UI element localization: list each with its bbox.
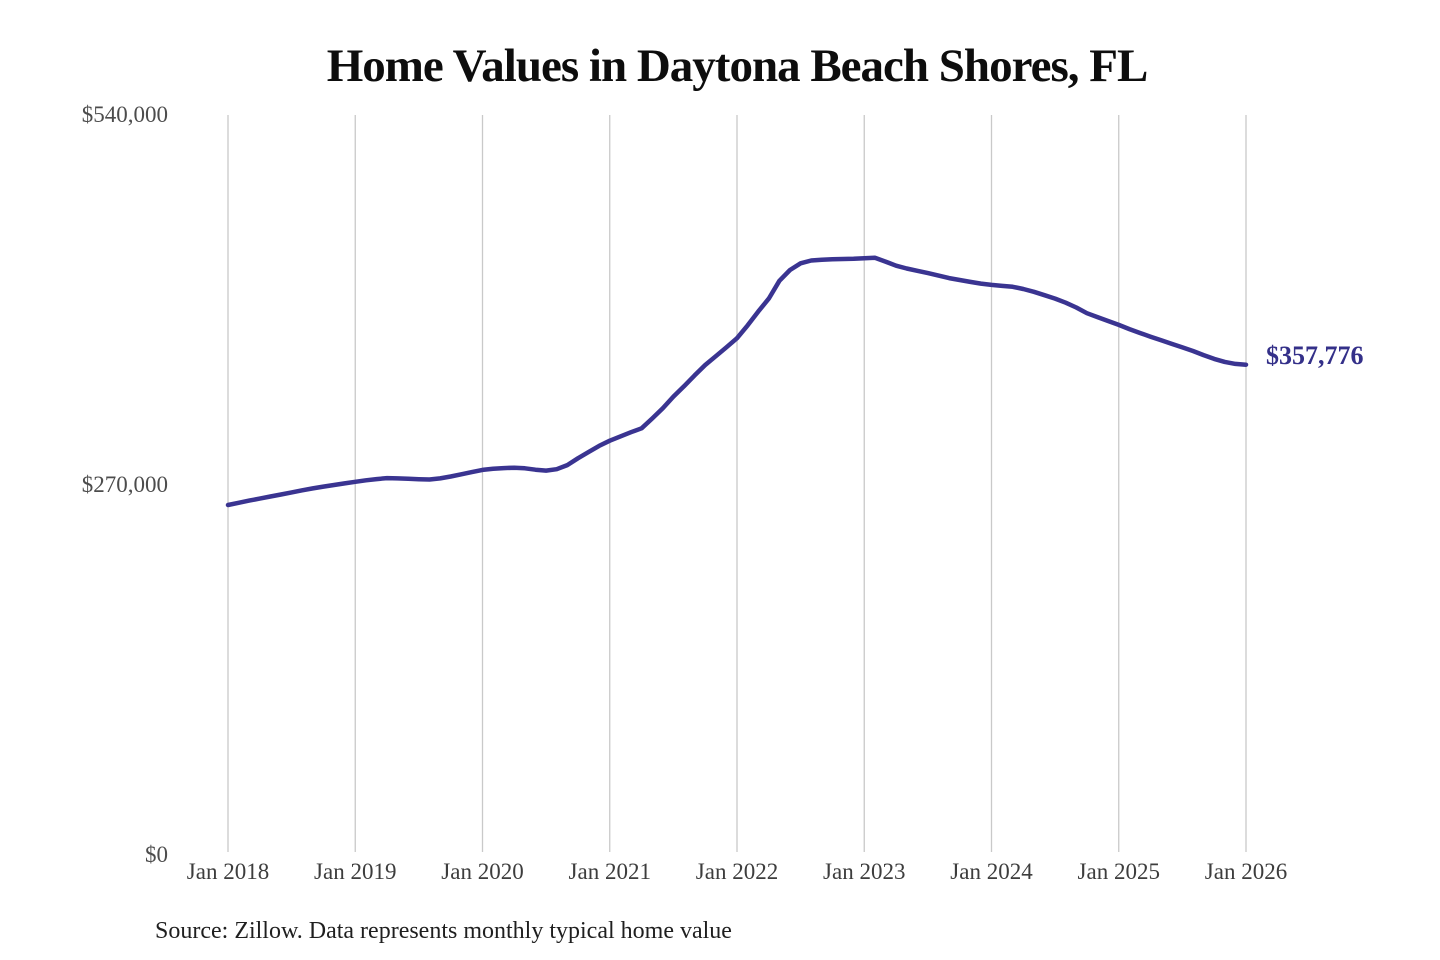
x-tick-label: Jan 2025 — [1077, 859, 1160, 884]
x-tick-label: Jan 2018 — [186, 859, 270, 884]
y-axis-label-0: $0 — [145, 842, 168, 867]
x-tick-label: Jan 2021 — [568, 859, 651, 884]
x-tick-label: Jan 2020 — [441, 859, 524, 884]
x-tick-label: Jan 2022 — [695, 859, 779, 884]
home-value-line — [225, 255, 1249, 508]
source-note: Source: Zillow. Data represents monthly … — [155, 918, 732, 944]
x-tick-label: Jan 2019 — [314, 859, 397, 884]
chart-title: Home Values in Daytona Beach Shores, FL — [326, 40, 1149, 92]
x-tick-label: Jan 2026 — [1204, 859, 1288, 884]
y-axis-label-540000: $540,000 — [81, 102, 168, 127]
x-tick-label: Jan 2024 — [950, 859, 1033, 884]
y-axis-label-270000: $270,000 — [81, 472, 168, 497]
x-tick-label: Jan 2023 — [823, 859, 906, 884]
end-value-label: $357,776 — [1266, 341, 1364, 370]
year-gridlines — [227, 115, 1247, 852]
